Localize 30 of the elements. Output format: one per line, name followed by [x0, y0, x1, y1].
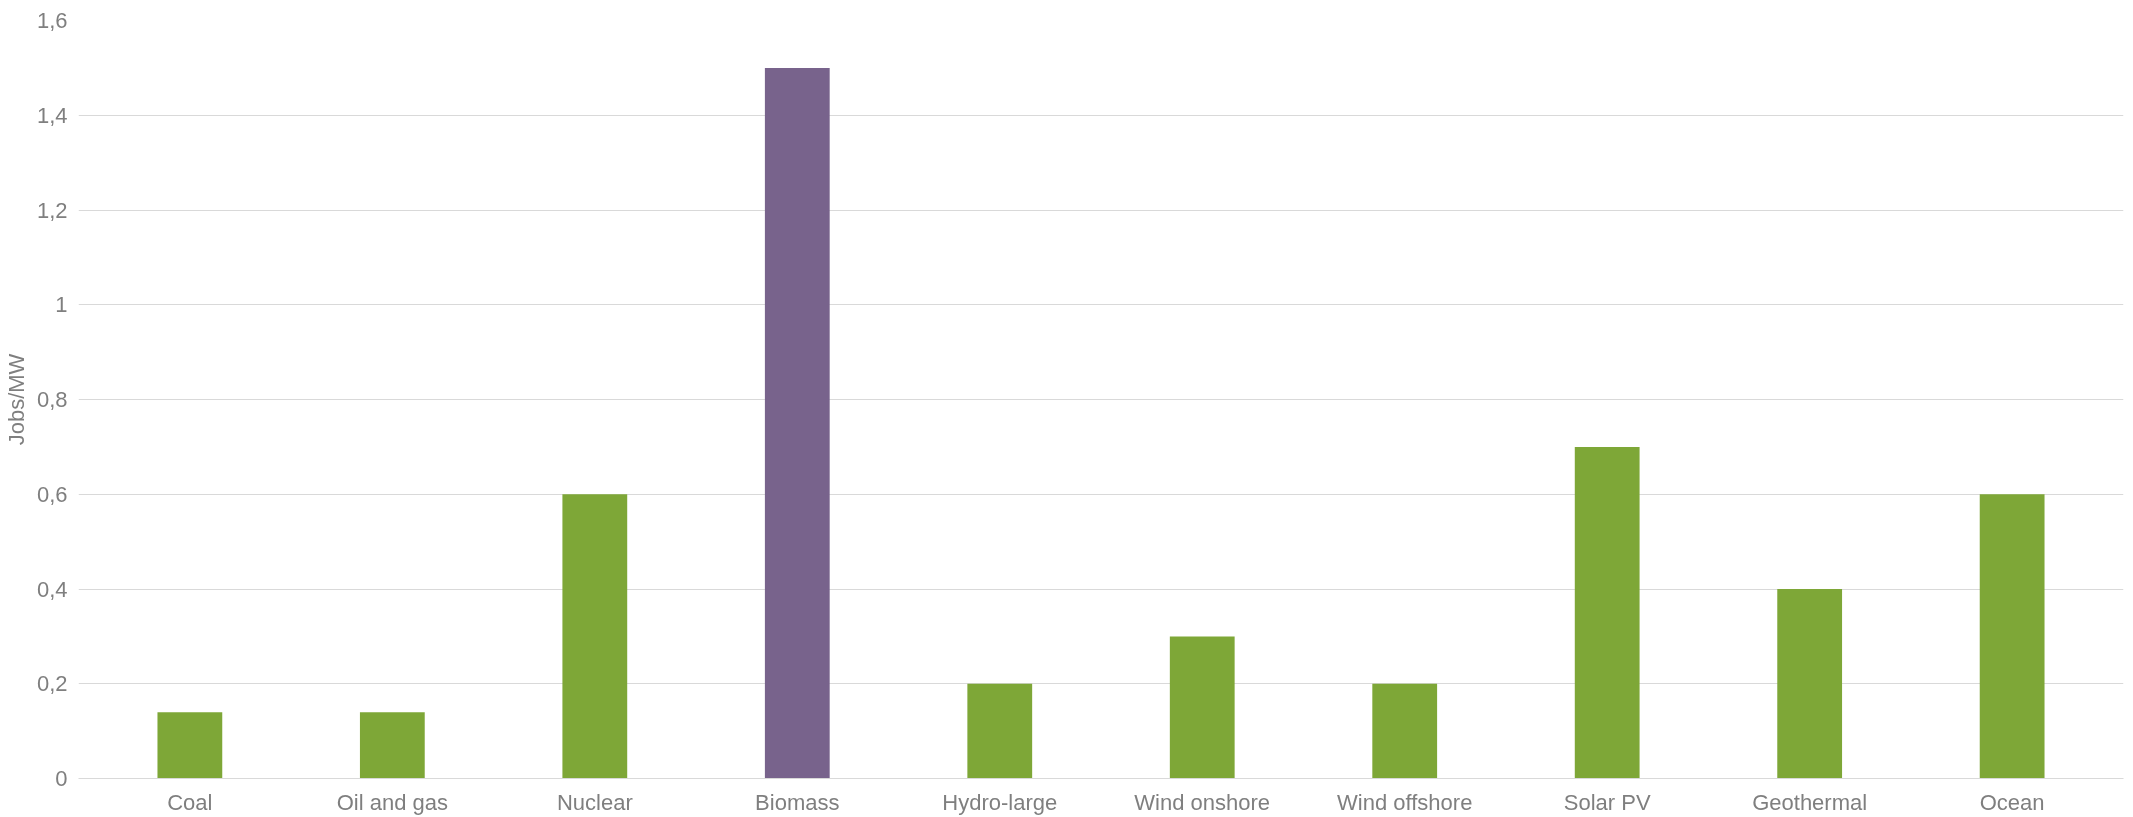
x-tick-label: Nuclear: [556, 789, 633, 815]
bar: [359, 712, 425, 779]
bar: [1169, 636, 1235, 779]
y-axis-title: Jobs/MW: [3, 353, 29, 446]
bar: [1979, 494, 2045, 779]
y-tick-label: 0,8: [36, 387, 68, 412]
bar: [967, 683, 1033, 779]
bar: [764, 67, 830, 779]
y-tick-label: 1,6: [36, 8, 68, 33]
bar: [1372, 683, 1438, 779]
y-tick-label: 1: [55, 292, 68, 318]
y-tick-label: 0,6: [36, 481, 68, 507]
x-tick-label: Geothermal: [1752, 789, 1868, 815]
x-tick-label: Wind onshore: [1134, 789, 1271, 815]
x-tick-label: Hydro-large: [942, 789, 1058, 815]
bar: [562, 494, 628, 779]
x-tick-label: Biomass: [755, 789, 840, 815]
x-tick-label: Coal: [167, 789, 213, 815]
y-tick-label: 1,2: [36, 197, 68, 223]
bar: [1574, 446, 1640, 779]
y-tick-label: 0,2: [36, 671, 68, 697]
x-tick-label: Wind offshore: [1337, 789, 1473, 815]
x-tick-label: Oil and gas: [336, 789, 448, 815]
y-tick-label: 0,4: [36, 576, 68, 602]
x-tick-label: Ocean: [1979, 789, 2045, 815]
bar: [157, 712, 223, 779]
bar: [1777, 589, 1843, 779]
y-tick-label: 0: [55, 766, 68, 791]
x-tick-label: Solar PV: [1563, 789, 1651, 815]
y-tick-label: 1,4: [36, 102, 68, 128]
